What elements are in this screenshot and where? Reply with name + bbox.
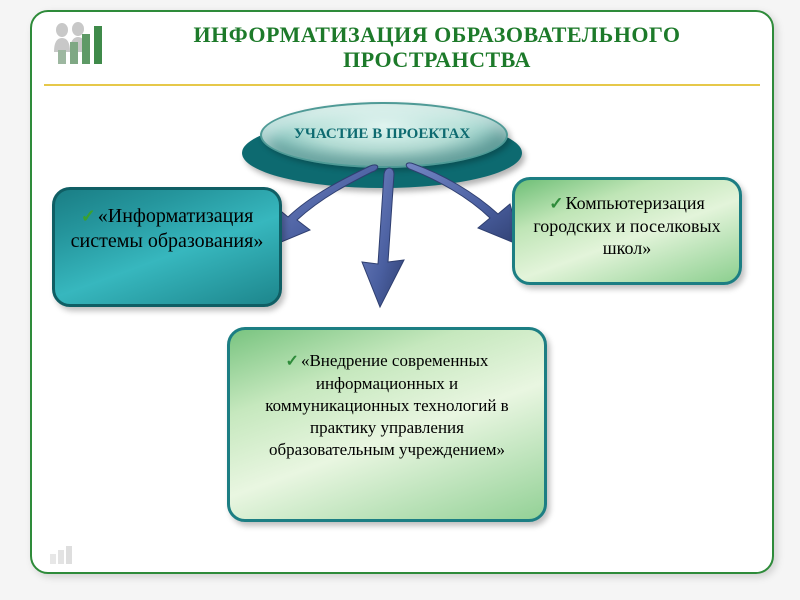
footer-logo (48, 544, 138, 566)
box-implementation: ✓«Внедрение современных информационных и… (227, 327, 547, 522)
box-bottom-text: «Внедрение современных информационных и … (265, 351, 508, 459)
arrow-right-icon (406, 163, 522, 246)
arrow-down-icon (362, 168, 404, 307)
arrow-group (262, 162, 522, 312)
box-informatization: ✓«Информатизация системы образования» (52, 187, 282, 307)
checkmark-icon: ✓ (81, 206, 96, 226)
box-computerization: ✓Компьютеризация городских и поселковых … (512, 177, 742, 285)
corner-logo (44, 20, 124, 68)
hub-label: УЧАСТИЕ В ПРОЕКТАХ (242, 126, 522, 143)
title-underline (44, 84, 760, 86)
slide-frame: ИНФОРМАТИЗАЦИЯ ОБРАЗОВАТЕЛЬНОГО ПРОСТРАН… (30, 10, 774, 574)
checkmark-icon: ✓ (286, 353, 299, 370)
slide-title: ИНФОРМАТИЗАЦИЯ ОБРАЗОВАТЕЛЬНОГО ПРОСТРАН… (122, 22, 752, 73)
box-left-text: «Информатизация системы образования» (71, 205, 264, 252)
checkmark-icon: ✓ (549, 194, 563, 213)
